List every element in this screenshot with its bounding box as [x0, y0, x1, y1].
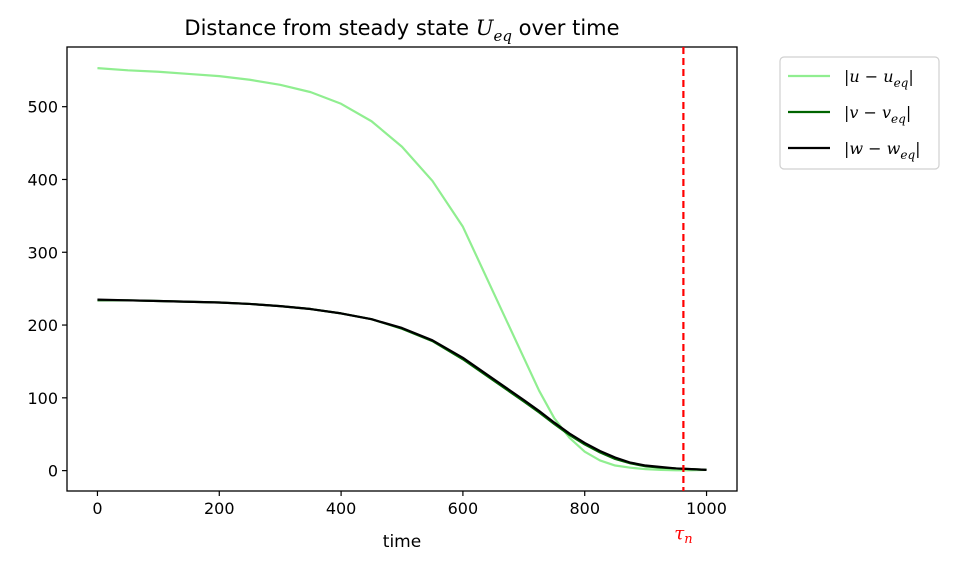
legend-box — [779, 56, 940, 170]
plot-area-frame — [66, 46, 738, 492]
series-line-u — [97, 67, 707, 472]
chart-title-text: Distance from steady state Ueq over time — [184, 16, 619, 45]
legend-label-v: |v − veq| — [844, 103, 911, 126]
x-tick-label: 1000 — [686, 499, 727, 518]
chart-title: Distance from steady state Ueq over time — [184, 16, 619, 45]
series-lines — [97, 67, 707, 472]
x-axis-label: time — [383, 532, 421, 552]
x-tick-label: 0 — [92, 499, 102, 518]
series-line-v — [97, 299, 707, 471]
x-tick-label: 800 — [569, 499, 600, 518]
legend: |u − ueq| |v − veq| |w − weq| — [779, 56, 940, 170]
y-tick-label: 400 — [27, 170, 58, 189]
x-tick-label: 400 — [326, 499, 357, 518]
x-axis-ticks: 0 200 400 600 800 1000 — [92, 491, 727, 518]
x-tick-label: 600 — [448, 499, 479, 518]
series-line-w — [97, 298, 707, 471]
y-tick-label: 200 — [27, 316, 58, 335]
y-tick-label: 300 — [27, 243, 58, 262]
tau-label: τn — [674, 523, 692, 547]
legend-label-u: |u − ueq| — [844, 67, 914, 90]
tau-annotation: τn — [674, 47, 693, 547]
y-tick-label: 500 — [27, 98, 58, 117]
y-axis-ticks: 0 100 200 300 400 500 — [27, 98, 67, 481]
x-tick-label: 200 — [204, 499, 235, 518]
y-tick-label: 0 — [48, 462, 58, 481]
legend-label-w: |w − weq| — [844, 139, 921, 162]
y-tick-label: 100 — [27, 389, 58, 408]
